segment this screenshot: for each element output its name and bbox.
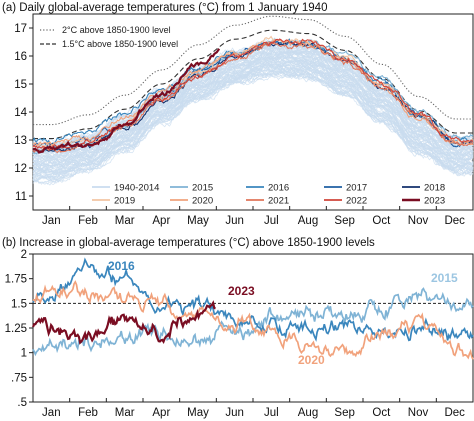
y-tick-label: .75 bbox=[11, 372, 27, 384]
x-tick-label: Aug bbox=[298, 407, 318, 419]
legend-label-2020: 2020 bbox=[192, 196, 213, 207]
series-line-2022 bbox=[32, 38, 474, 151]
y-tick-label: 14 bbox=[14, 107, 27, 119]
legend-label-2017: 2017 bbox=[346, 183, 367, 194]
x-tick-label: Jul bbox=[264, 215, 279, 227]
x-tick-label: Oct bbox=[372, 407, 391, 419]
legend-label-2019: 2019 bbox=[114, 196, 135, 207]
x-tick-label: Feb bbox=[78, 407, 98, 419]
x-tick-label: Jun bbox=[225, 215, 244, 227]
y-tick-label: 2 bbox=[21, 249, 27, 261]
x-tick-label: Aug bbox=[298, 215, 318, 227]
x-tick-label: Jul bbox=[264, 407, 279, 419]
panel-b-series-lines bbox=[31, 257, 474, 360]
panel-a-series-lines bbox=[32, 35, 474, 155]
x-tick-label: Nov bbox=[408, 407, 429, 419]
x-tick-label: Apr bbox=[152, 215, 170, 227]
legend-label-2021: 2021 bbox=[268, 196, 289, 207]
legend-label-2022: 2022 bbox=[346, 196, 367, 207]
annotation-2020: 2020 bbox=[298, 353, 325, 367]
panel-a-ref-legend: 2°C above 1850-1900 level 1.5°C above 18… bbox=[40, 25, 178, 49]
y-tick-label: 1.25 bbox=[5, 323, 27, 335]
x-tick-label: Oct bbox=[372, 215, 391, 227]
series-line-2023 bbox=[32, 48, 221, 154]
annotation-2023: 2023 bbox=[228, 284, 255, 298]
y-tick-label: 13 bbox=[14, 135, 27, 147]
panel-b-x-axis: Jan Feb Mar Apr May Jun Jul Aug Sep Oct Nov Dec bbox=[42, 398, 465, 419]
reference-line-1-5c bbox=[33, 29, 473, 140]
y-tick-label: 15 bbox=[14, 79, 27, 91]
panel-a-x-axis: Jan Feb Mar Apr May Jun Jul Aug Sep Oct Nov Dec bbox=[42, 206, 465, 227]
y-tick-label: 1.5 bbox=[11, 298, 27, 310]
series-line-2018 bbox=[32, 40, 474, 153]
x-tick-label: Mar bbox=[115, 215, 135, 227]
panel-b-title: (b) Increase in global-average temperatu… bbox=[2, 237, 375, 249]
y-tick-label: .5 bbox=[17, 397, 27, 409]
legend-label-2023: 2023 bbox=[424, 196, 445, 207]
y-tick-label: 12 bbox=[14, 163, 27, 175]
legend-label-2015: 2015 bbox=[192, 183, 213, 194]
x-tick-label: Dec bbox=[444, 407, 465, 419]
x-tick-label: Feb bbox=[78, 215, 98, 227]
x-tick-label: Apr bbox=[152, 407, 170, 419]
panel-a-plot-area: 11 12 13 14 15 16 17 Jan Feb Mar Apr May Jun Jul Aug S… bbox=[14, 13, 474, 227]
panel-a-y-axis: 11 12 13 14 15 16 17 bbox=[14, 23, 33, 203]
x-tick-label: Sep bbox=[334, 215, 354, 227]
annotation-2015: 2015 bbox=[431, 271, 458, 285]
x-tick-label: Sep bbox=[334, 407, 354, 419]
series-line-2020 bbox=[32, 280, 474, 360]
y-tick-label: 1 bbox=[21, 348, 27, 360]
y-tick-label: 1.75 bbox=[5, 274, 27, 286]
ref2-legend-label: 2°C above 1850-1900 level bbox=[62, 25, 171, 35]
panel-b-plot-area: .5 .75 1 1.25 1.5 1.75 2 Jan Feb Mar Apr May Jun Jul… bbox=[5, 249, 474, 419]
x-tick-label: May bbox=[187, 215, 209, 227]
x-tick-label: Jan bbox=[42, 407, 61, 419]
legend-label-2016: 2016 bbox=[268, 183, 289, 194]
panel-a-title: (a) Daily global-average temperatures (°… bbox=[2, 2, 327, 14]
panel-a-reference-lines bbox=[33, 15, 473, 140]
ref15-legend-label: 1.5°C above 1850-1900 level bbox=[62, 39, 178, 49]
x-tick-label: Nov bbox=[408, 215, 429, 227]
x-tick-label: Jan bbox=[42, 215, 61, 227]
series-line-2023 bbox=[31, 300, 216, 345]
y-tick-label: 11 bbox=[15, 191, 27, 203]
x-tick-label: May bbox=[187, 407, 209, 419]
legend-label-1940-2014: 1940-2014 bbox=[114, 183, 159, 194]
reference-line-2c bbox=[33, 15, 473, 126]
envelope-year-line bbox=[32, 47, 474, 157]
x-tick-label: Jun bbox=[225, 407, 244, 419]
x-tick-label: Mar bbox=[115, 407, 135, 419]
x-tick-label: Dec bbox=[444, 215, 465, 227]
legend-label-2018: 2018 bbox=[424, 183, 445, 194]
panel-b-y-axis: .5 .75 1 1.25 1.5 1.75 2 bbox=[5, 249, 33, 409]
annotation-2016: 2016 bbox=[108, 259, 135, 273]
series-line-2015 bbox=[32, 287, 474, 357]
panel-a-legend: 1940-2014 2015 2016 2017 2018 2019 2020 2021 202… bbox=[92, 183, 445, 207]
y-tick-label: 16 bbox=[14, 51, 27, 63]
y-tick-label: 17 bbox=[14, 23, 27, 35]
